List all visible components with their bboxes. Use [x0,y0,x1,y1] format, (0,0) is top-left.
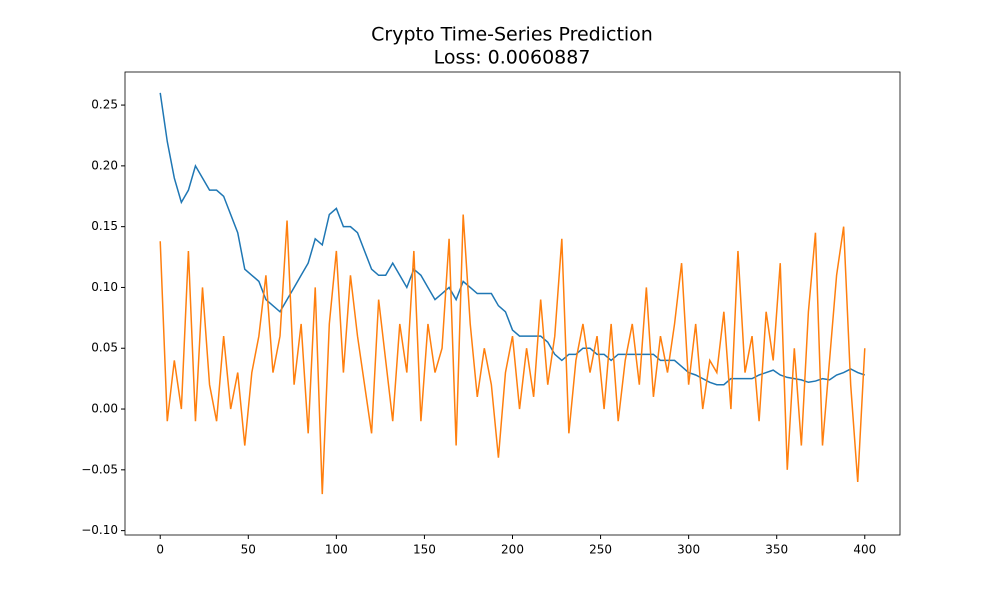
x-tick-label: 150 [413,543,436,557]
x-tick-label: 200 [501,543,524,557]
y-tick-label: −0.10 [81,523,118,537]
y-tick-label: 0.00 [91,402,118,416]
y-tick-label: 0.05 [91,341,118,355]
y-tick-label: 0.25 [91,98,118,112]
x-tick-label: 0 [156,543,164,557]
x-tick-label: 350 [765,543,788,557]
series-line [159,92,866,386]
y-tick-label: 0.10 [91,280,118,294]
y-tick-label: −0.05 [81,462,118,476]
chart-title: Crypto Time-Series Prediction [371,24,653,46]
plot-frame [124,71,901,536]
x-tick-label: 100 [325,543,348,557]
x-tick-label: 400 [853,543,876,557]
series-line [159,214,866,495]
x-tick-label: 50 [241,543,256,557]
x-tick-label: 300 [677,543,700,557]
x-tick-label: 250 [589,543,612,557]
chart-subtitle: Loss: 0.0060887 [434,47,591,69]
y-tick-label: 0.15 [91,219,118,233]
y-tick-label: 0.20 [91,158,118,172]
